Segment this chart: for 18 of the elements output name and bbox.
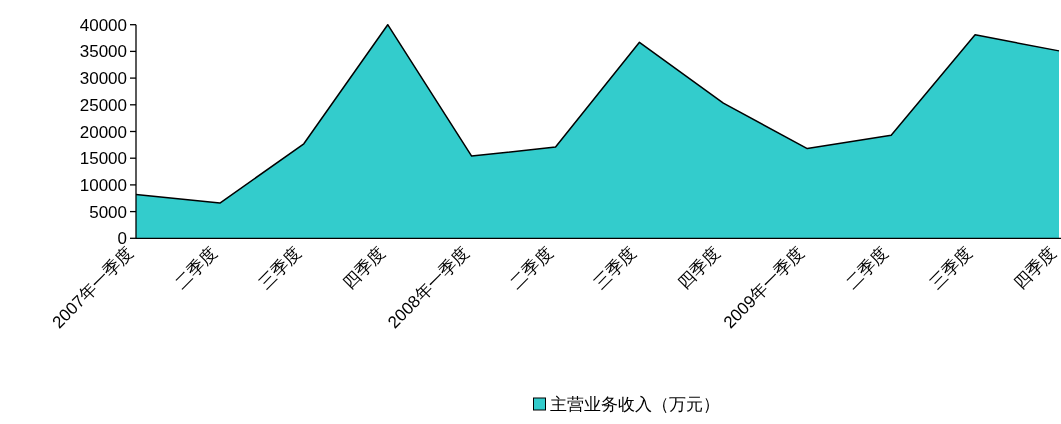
y-tick-label: 20000 <box>79 122 127 142</box>
x-tick-label: 四季度 <box>339 243 389 294</box>
y-tick-label: 40000 <box>79 15 127 35</box>
x-tick-label: 二季度 <box>842 243 893 294</box>
x-tick-label: 三季度 <box>590 243 641 294</box>
x-tick-label: 二季度 <box>506 243 557 294</box>
y-tick-label: 35000 <box>79 42 127 62</box>
y-tick-label: 15000 <box>79 149 127 169</box>
x-tick-label: 三季度 <box>926 243 976 294</box>
y-tick-label: 30000 <box>79 69 127 89</box>
x-tick-label: 四季度 <box>1010 243 1060 294</box>
legend-label: 主营业务收入（万元） <box>549 394 720 414</box>
x-tick-label: 二季度 <box>171 243 221 294</box>
x-tick-label: 四季度 <box>674 243 725 294</box>
y-tick-label: 10000 <box>79 175 127 195</box>
y-tick-label: 25000 <box>79 95 127 115</box>
x-tick-label: 三季度 <box>255 243 305 294</box>
y-tick-label: 5000 <box>89 202 127 222</box>
